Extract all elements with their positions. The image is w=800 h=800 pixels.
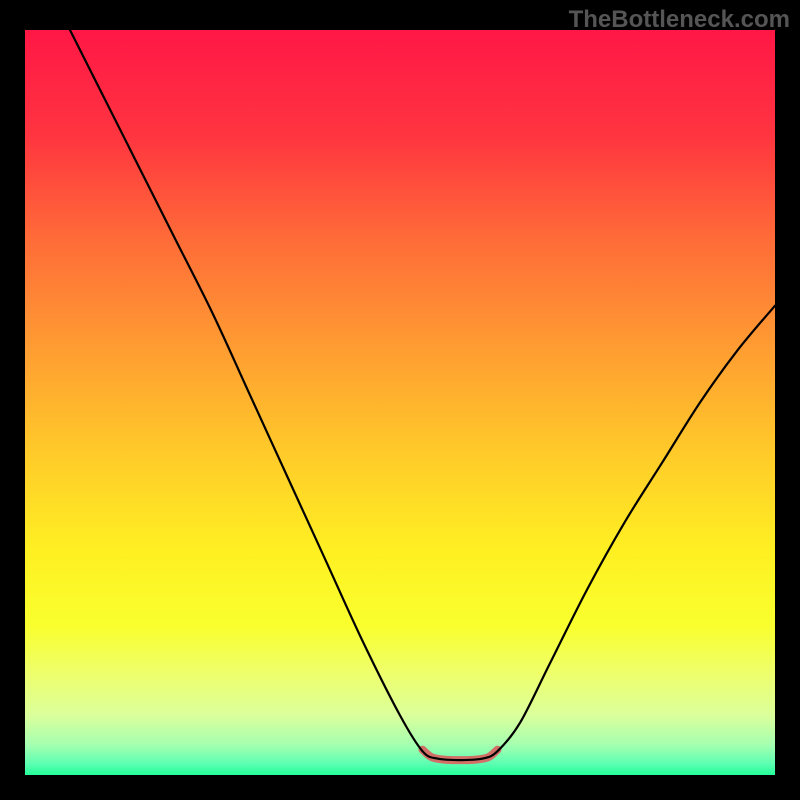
bottleneck-curve xyxy=(70,30,775,760)
plot-area xyxy=(25,30,775,775)
curve-layer xyxy=(25,30,775,775)
outer-frame: TheBottleneck.com xyxy=(0,0,800,800)
